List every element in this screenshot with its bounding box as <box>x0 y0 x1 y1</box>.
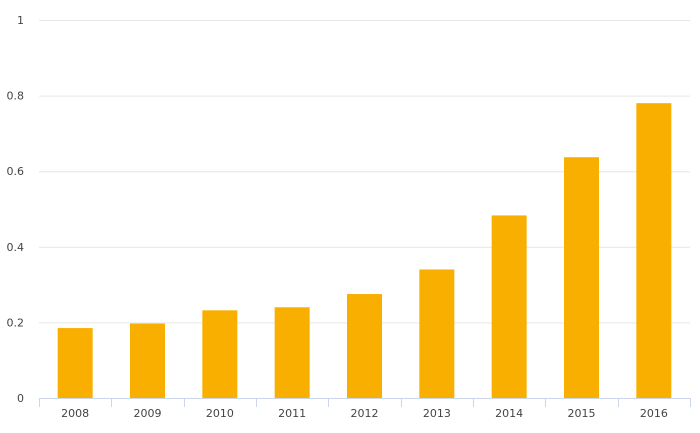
x-tick-label: 2012 <box>351 407 379 420</box>
bar-2008 <box>57 328 93 398</box>
y-tick-label: 0.4 <box>7 241 25 254</box>
y-tick-label: 0.6 <box>7 165 25 178</box>
x-axis-tick-labels: 2008 2009 2010 2011 2012 2013 2014 2015 2016 <box>61 407 668 420</box>
x-tick-label: 2010 <box>206 407 234 420</box>
x-tick-label: 2014 <box>495 407 523 420</box>
x-tick-label: 2016 <box>640 407 668 420</box>
x-tick-label: 2013 <box>423 407 451 420</box>
x-tick-label: 2015 <box>568 407 596 420</box>
bar-2009 <box>130 323 165 398</box>
bar-2010 <box>202 310 238 398</box>
bars <box>57 103 672 398</box>
y-tick-label: 0 <box>17 392 24 405</box>
bar-2016 <box>636 103 672 398</box>
bar-2013 <box>419 269 455 398</box>
y-tick-label: 0.8 <box>7 90 25 103</box>
bar-2015 <box>564 157 599 398</box>
x-axis <box>39 398 691 407</box>
x-tick-label: 2011 <box>278 407 306 420</box>
y-axis-tick-labels: 0 0.2 0.4 0.6 0.8 1 <box>7 14 25 405</box>
bar-2014 <box>491 215 527 398</box>
x-tick-label: 2008 <box>61 407 89 420</box>
x-tick-label: 2009 <box>134 407 162 420</box>
y-tick-label: 1 <box>17 14 24 27</box>
bar-2012 <box>347 294 382 398</box>
bar-2011 <box>274 307 310 398</box>
y-tick-label: 0.2 <box>7 316 25 329</box>
